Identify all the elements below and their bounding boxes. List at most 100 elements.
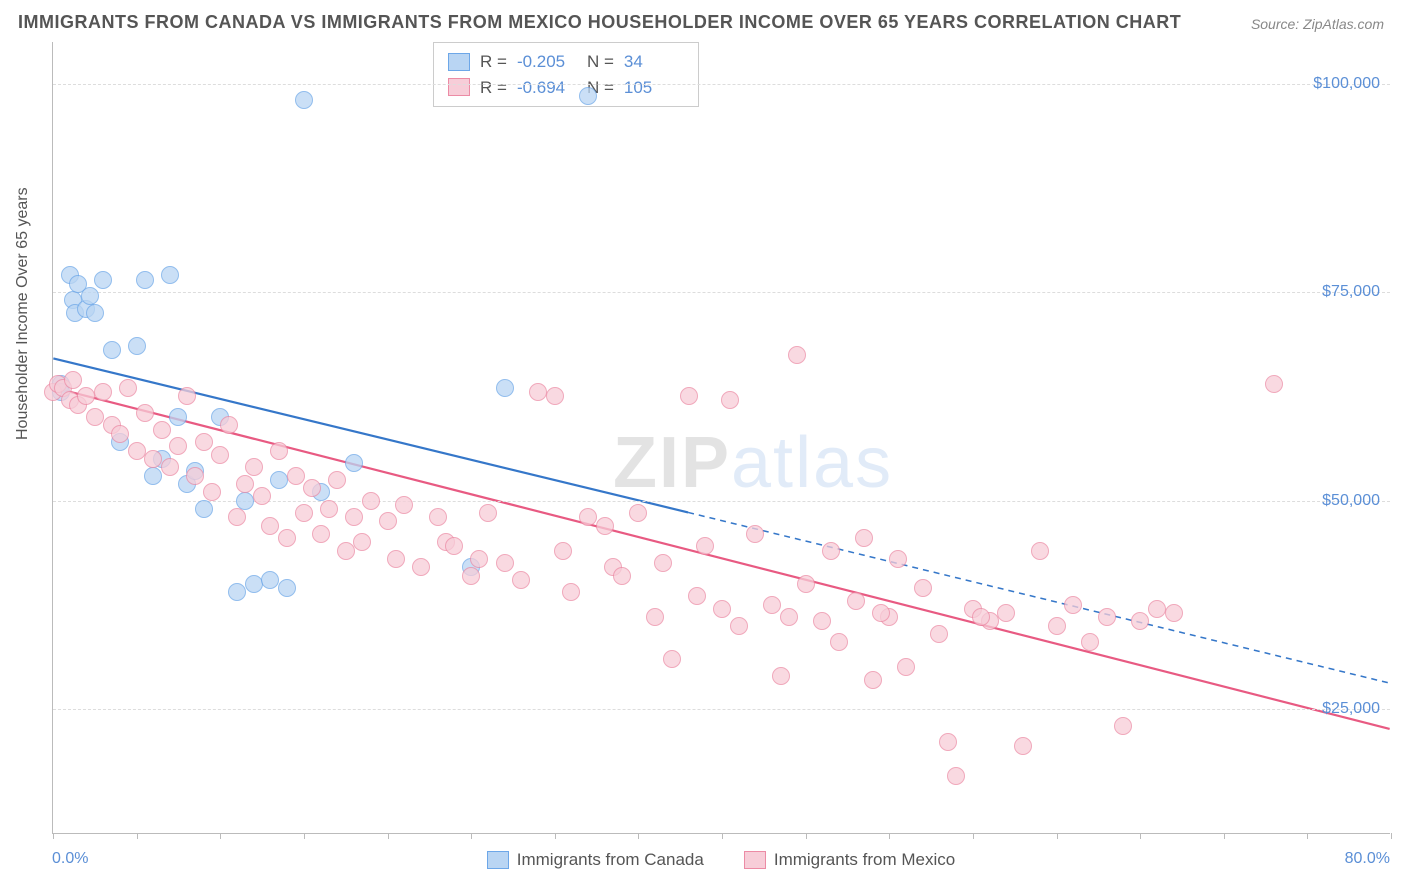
marker-mexico: [94, 383, 112, 401]
marker-mexico: [395, 496, 413, 514]
r-value-canada: -0.205: [517, 49, 577, 75]
marker-mexico: [554, 542, 572, 560]
marker-canada: [144, 467, 162, 485]
marker-mexico: [939, 733, 957, 751]
marker-mexico: [772, 667, 790, 685]
correlation-stats-box: R = -0.205 N = 34 R = -0.694 N = 105: [433, 42, 699, 107]
marker-mexico: [855, 529, 873, 547]
y-tick-label: $25,000: [1322, 700, 1380, 718]
marker-mexico: [562, 583, 580, 601]
r-label: R =: [480, 49, 507, 75]
marker-mexico: [379, 512, 397, 530]
marker-mexico: [713, 600, 731, 618]
x-tick-mark: [471, 833, 472, 839]
watermark-z: Z: [613, 423, 659, 503]
legend-item-canada: Immigrants from Canada: [487, 850, 704, 870]
marker-canada: [228, 583, 246, 601]
marker-mexico: [328, 471, 346, 489]
marker-mexico: [1165, 604, 1183, 622]
marker-mexico: [512, 571, 530, 589]
marker-mexico: [1081, 633, 1099, 651]
legend-swatch-mexico: [744, 851, 766, 869]
n-value-canada: 34: [624, 49, 684, 75]
marker-mexico: [320, 500, 338, 518]
trendline-mexico: [53, 388, 1389, 729]
marker-mexico: [195, 433, 213, 451]
marker-mexico: [161, 458, 179, 476]
marker-mexico: [470, 550, 488, 568]
marker-mexico: [822, 542, 840, 560]
stats-row-mexico: R = -0.694 N = 105: [448, 75, 684, 101]
legend: Immigrants from Canada Immigrants from M…: [52, 850, 1390, 870]
marker-mexico: [337, 542, 355, 560]
marker-mexico: [429, 508, 447, 526]
marker-mexico: [479, 504, 497, 522]
plot-area: ZIPatlas R = -0.205 N = 34 R = -0.694 N …: [52, 42, 1390, 834]
marker-mexico: [1014, 737, 1032, 755]
marker-mexico: [86, 408, 104, 426]
x-tick-mark: [638, 833, 639, 839]
legend-label-canada: Immigrants from Canada: [517, 850, 704, 870]
y-axis-label: Householder Income Over 65 years: [14, 187, 32, 440]
trendline-canada: [53, 358, 688, 512]
marker-mexico: [1114, 717, 1132, 735]
marker-mexico: [245, 458, 263, 476]
marker-mexico: [236, 475, 254, 493]
x-tick-mark: [555, 833, 556, 839]
marker-mexico: [830, 633, 848, 651]
chart-title: IMMIGRANTS FROM CANADA VS IMMIGRANTS FRO…: [18, 12, 1181, 33]
swatch-canada: [448, 53, 470, 71]
marker-canada: [261, 571, 279, 589]
marker-mexico: [387, 550, 405, 568]
marker-mexico: [203, 483, 221, 501]
marker-mexico: [546, 387, 564, 405]
marker-mexico: [864, 671, 882, 689]
trendline-layer: [53, 42, 1390, 833]
marker-mexico: [144, 450, 162, 468]
x-tick-mark: [806, 833, 807, 839]
x-tick-mark: [1307, 833, 1308, 839]
legend-item-mexico: Immigrants from Mexico: [744, 850, 955, 870]
marker-mexico: [1148, 600, 1166, 618]
marker-mexico: [730, 617, 748, 635]
marker-mexico: [1031, 542, 1049, 560]
marker-mexico: [997, 604, 1015, 622]
marker-mexico: [345, 508, 363, 526]
marker-mexico: [220, 416, 238, 434]
marker-mexico: [445, 537, 463, 555]
n-label: N =: [587, 49, 614, 75]
marker-mexico: [77, 387, 95, 405]
marker-mexico: [797, 575, 815, 593]
x-tick-mark: [388, 833, 389, 839]
marker-mexico: [1131, 612, 1149, 630]
x-tick-mark: [889, 833, 890, 839]
marker-canada: [128, 337, 146, 355]
marker-canada: [278, 579, 296, 597]
marker-mexico: [186, 467, 204, 485]
marker-mexico: [278, 529, 296, 547]
marker-mexico: [914, 579, 932, 597]
marker-mexico: [721, 391, 739, 409]
x-tick-mark: [1140, 833, 1141, 839]
gridline-h: [53, 709, 1390, 710]
gridline-h: [53, 84, 1390, 85]
marker-mexico: [353, 533, 371, 551]
marker-canada: [579, 87, 597, 105]
x-tick-mark: [304, 833, 305, 839]
marker-mexico: [788, 346, 806, 364]
marker-mexico: [1064, 596, 1082, 614]
r-value-mexico: -0.694: [517, 75, 577, 101]
marker-mexico: [746, 525, 764, 543]
marker-mexico: [579, 508, 597, 526]
marker-mexico: [1098, 608, 1116, 626]
marker-canada: [161, 266, 179, 284]
n-value-mexico: 105: [624, 75, 684, 101]
x-tick-mark: [137, 833, 138, 839]
r-label: R =: [480, 75, 507, 101]
marker-mexico: [696, 537, 714, 555]
marker-mexico: [847, 592, 865, 610]
marker-mexico: [462, 567, 480, 585]
marker-mexico: [889, 550, 907, 568]
marker-mexico: [1048, 617, 1066, 635]
marker-canada: [136, 271, 154, 289]
